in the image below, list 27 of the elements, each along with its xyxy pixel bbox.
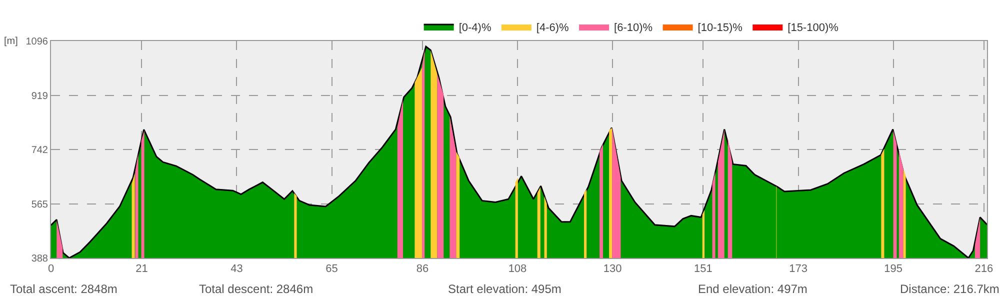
x-tick-label: 43 — [230, 263, 243, 276]
text: Distance: 216.7km — [900, 282, 1000, 296]
legend-label: [0-4)% — [458, 22, 492, 34]
y-tick-label: 742 — [31, 145, 48, 156]
legend-label: [15-100)% — [788, 22, 839, 34]
y-tick-label: 919 — [31, 90, 48, 102]
y-tick-label: 1096 — [26, 36, 48, 48]
x-tick-label: 130 — [603, 263, 622, 276]
x-tick-label: 86 — [416, 263, 429, 276]
x-tick-label: 21 — [136, 263, 148, 276]
legend-label: [6-10)% — [614, 22, 653, 34]
x-tick-label: 151 — [694, 263, 712, 276]
text: Total ascent: 2848m — [10, 282, 118, 296]
x-tick-label: 0 — [48, 263, 54, 276]
x-tick-label: 216 — [974, 263, 994, 276]
y-tick-label: 565 — [31, 199, 48, 210]
x-tick-label: 173 — [789, 263, 808, 276]
legend-label: [10-15)% — [698, 22, 743, 34]
text: End elevation: 497m — [698, 282, 808, 296]
text: Start elevation: 495m — [448, 282, 562, 296]
legend-label: [4-6)% — [536, 22, 570, 34]
text: Total descent: 2846m — [199, 282, 314, 296]
x-tick-label: 195 — [884, 263, 902, 276]
x-tick-label: 65 — [326, 263, 338, 276]
x-tick-label: 108 — [508, 263, 527, 276]
y-tick-label: 388 — [31, 254, 48, 264]
y-axis-title: [m] — [4, 36, 18, 47]
